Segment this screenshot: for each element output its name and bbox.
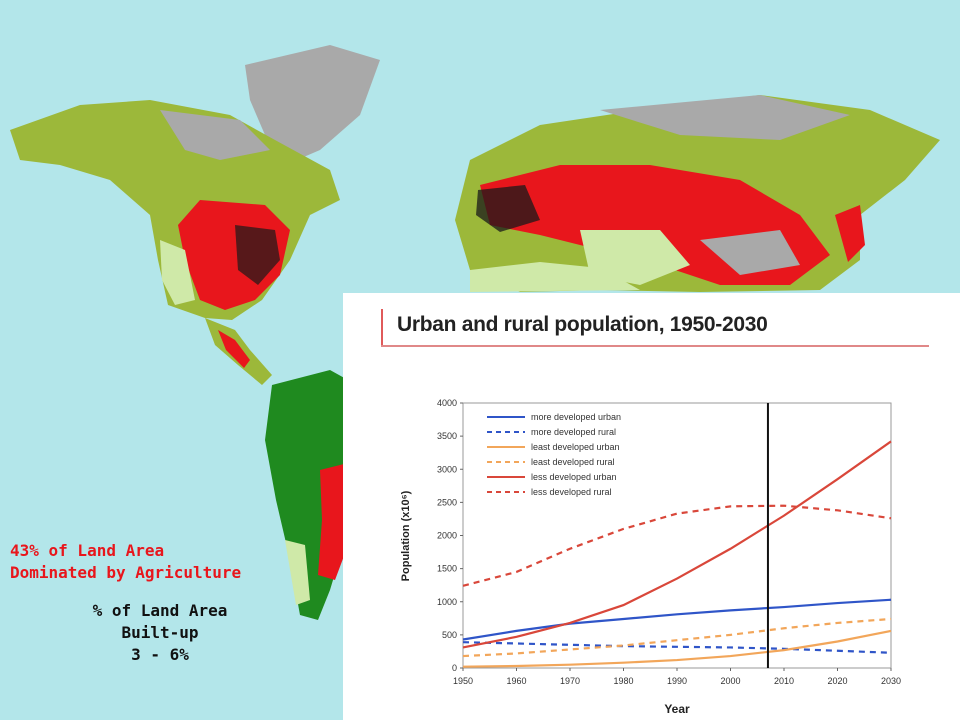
chart-title: Urban and rural population, 1950-2030 — [397, 313, 768, 336]
y-tick-label: 1000 — [437, 597, 457, 607]
y-tick-label: 2500 — [437, 497, 457, 507]
y-tick-label: 3500 — [437, 431, 457, 441]
legend-label: less developed rural — [531, 487, 612, 497]
plot-area — [462, 402, 892, 669]
agriculture-caption-line1: 43% of Land Area — [10, 541, 165, 560]
x-tick-label: 1960 — [506, 676, 526, 686]
population-line-chart: 0 500 1000 1500 2000 2500 3000 3500 4000 1950 1960… — [400, 398, 901, 716]
y-tick-label: 500 — [442, 630, 457, 640]
legend-label: more developed rural — [531, 427, 616, 437]
x-tick-label: 1950 — [453, 676, 473, 686]
y-tick-label: 4000 — [437, 398, 457, 408]
builtup-caption-line1: % of Land Area — [92, 601, 228, 620]
agriculture-caption: 43% of Land Area Dominated by Agricultur… — [10, 540, 241, 584]
population-chart-panel: Urban and rural population, 1950-2030 0 5… — [343, 293, 960, 720]
y-tick-label: 0 — [452, 663, 457, 673]
title-accent-bar — [381, 309, 383, 345]
agriculture-caption-line2: Dominated by Agriculture — [10, 563, 242, 582]
y-tick-label: 1500 — [437, 564, 457, 574]
x-tick-label: 2030 — [881, 676, 901, 686]
legend-label: more developed urban — [531, 412, 621, 422]
y-tick-label: 3000 — [437, 464, 457, 474]
x-tick-label: 1970 — [560, 676, 580, 686]
north-america — [10, 100, 340, 385]
x-axis-label: Year — [664, 702, 690, 716]
y-axis-label: Population (x10⁶) — [400, 490, 412, 581]
series-line-least-developed-urban — [462, 629, 892, 668]
builtup-caption-line3: 3 - 6% — [131, 645, 189, 664]
series-line-more-developed-urban — [462, 598, 892, 641]
series-line-least-developed-rural — [462, 617, 892, 658]
series-line-less-developed-urban — [462, 440, 892, 649]
x-tick-label: 2010 — [774, 676, 794, 686]
africa — [470, 262, 640, 292]
series-line-more-developed-rural — [462, 641, 892, 654]
legend-label: less developed urban — [531, 472, 617, 482]
legend-label: least developed rural — [531, 457, 615, 467]
eurasia — [455, 95, 940, 292]
x-tick-label: 1990 — [667, 676, 687, 686]
y-tick-label: 2000 — [437, 531, 457, 541]
x-tick-label: 1980 — [613, 676, 633, 686]
builtup-caption-line2: Built-up — [121, 623, 199, 642]
x-tick-label: 2000 — [720, 676, 740, 686]
greenland — [245, 45, 380, 165]
builtup-caption: % of Land Area Built-up 3 - 6% — [70, 600, 250, 666]
x-tick-label: 2020 — [827, 676, 847, 686]
legend-label: least developed urban — [531, 442, 620, 452]
title-underline — [381, 345, 929, 347]
